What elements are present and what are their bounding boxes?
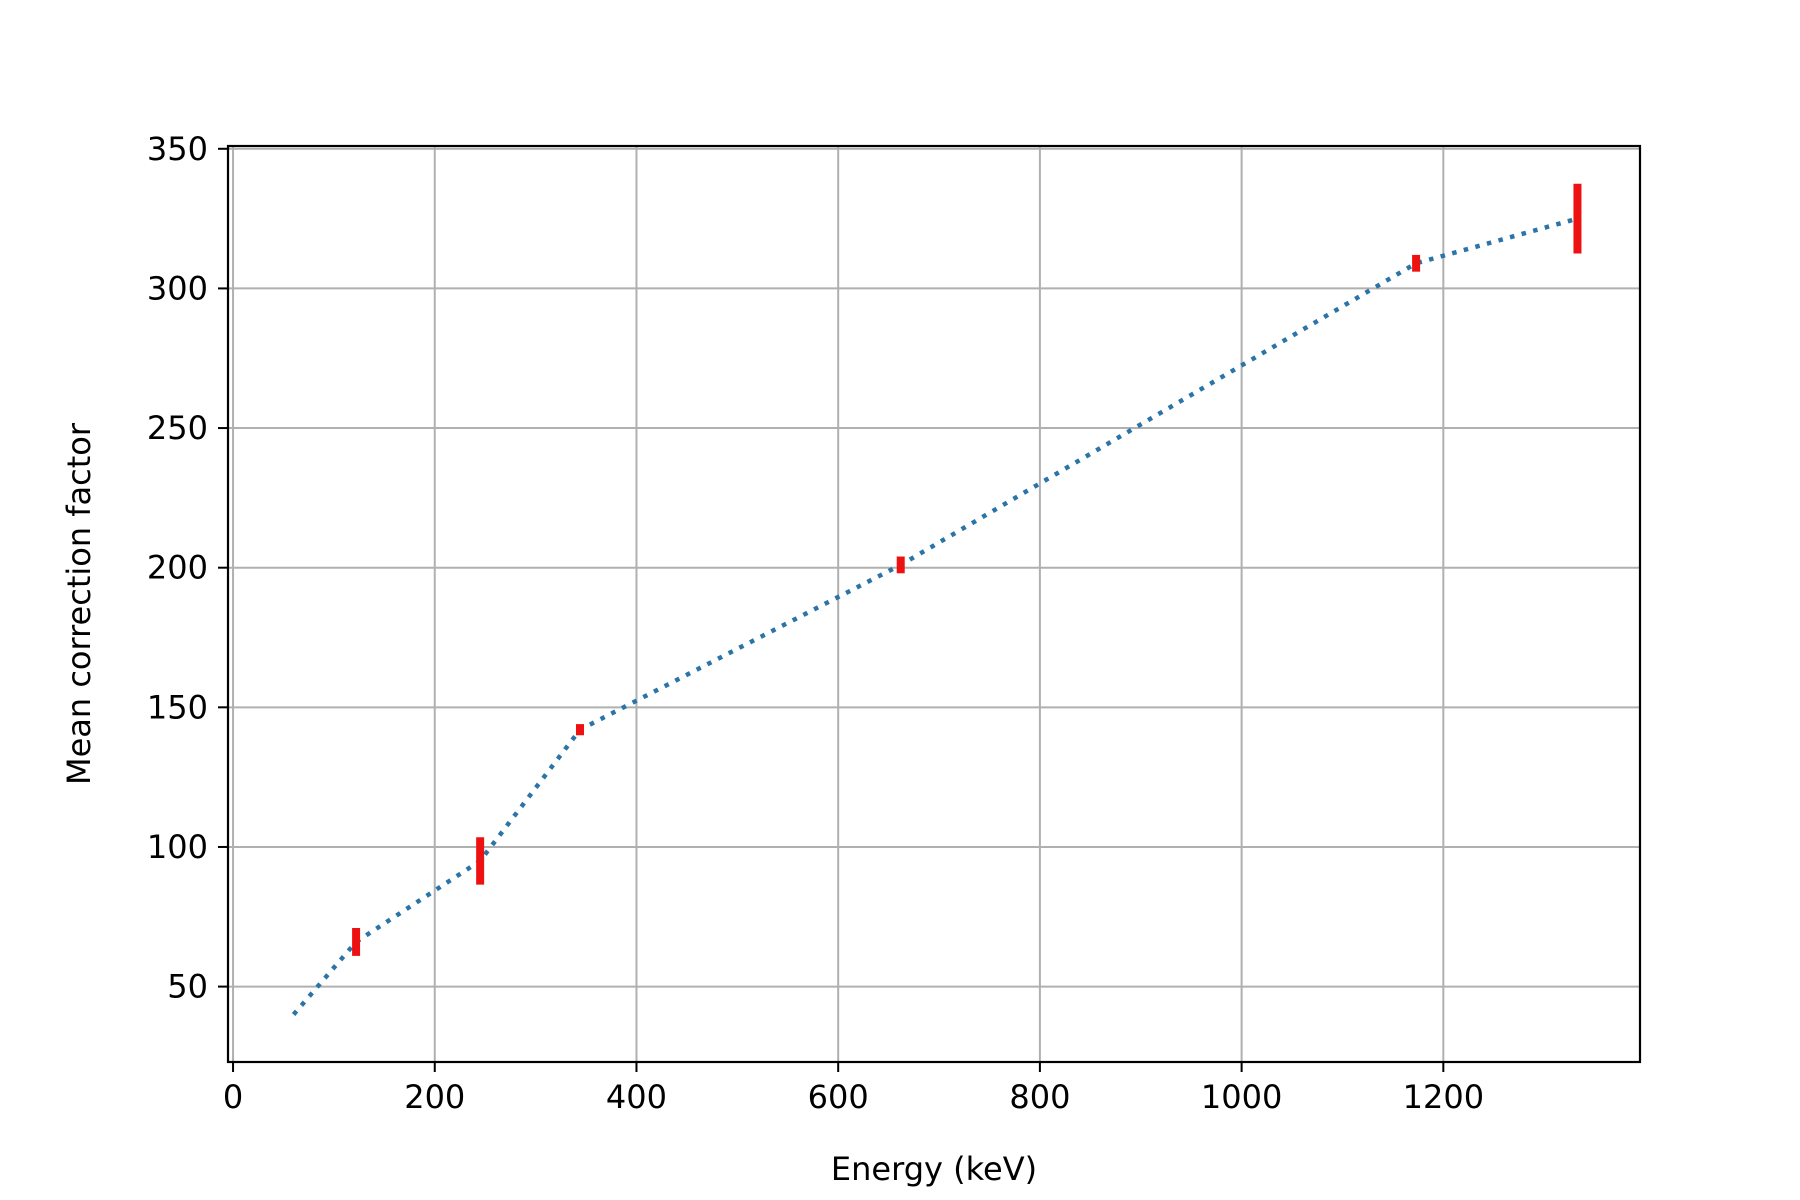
y-axis-title: Mean correction factor [60, 422, 98, 785]
x-axis-ticks: 0 200 400 600 800 1000 1200 [223, 1062, 1484, 1116]
error-bars [352, 183, 1582, 956]
y-tick-label: 300 [147, 269, 208, 307]
y-tick-label: 150 [147, 688, 208, 726]
x-tick-label: 1200 [1403, 1078, 1484, 1116]
plot-frame [226, 144, 1642, 1064]
x-axis-title: Energy (keV) [831, 1150, 1037, 1188]
y-tick-label: 100 [147, 828, 208, 866]
x-tick-label: 200 [404, 1078, 465, 1116]
y-axis-ticks: 50 100 150 200 250 300 350 [147, 130, 228, 1006]
x-tick-label: 400 [606, 1078, 667, 1116]
y-tick-label: 250 [147, 409, 208, 447]
y-tick-label: 350 [147, 130, 208, 168]
y-tick-label: 200 [147, 549, 208, 587]
x-tick-label: 600 [808, 1078, 869, 1116]
x-tick-label: 1000 [1201, 1078, 1282, 1116]
grid [228, 146, 1640, 1062]
x-tick-label: 800 [1009, 1078, 1070, 1116]
x-tick-label: 0 [223, 1078, 243, 1116]
y-tick-label: 50 [167, 968, 208, 1006]
